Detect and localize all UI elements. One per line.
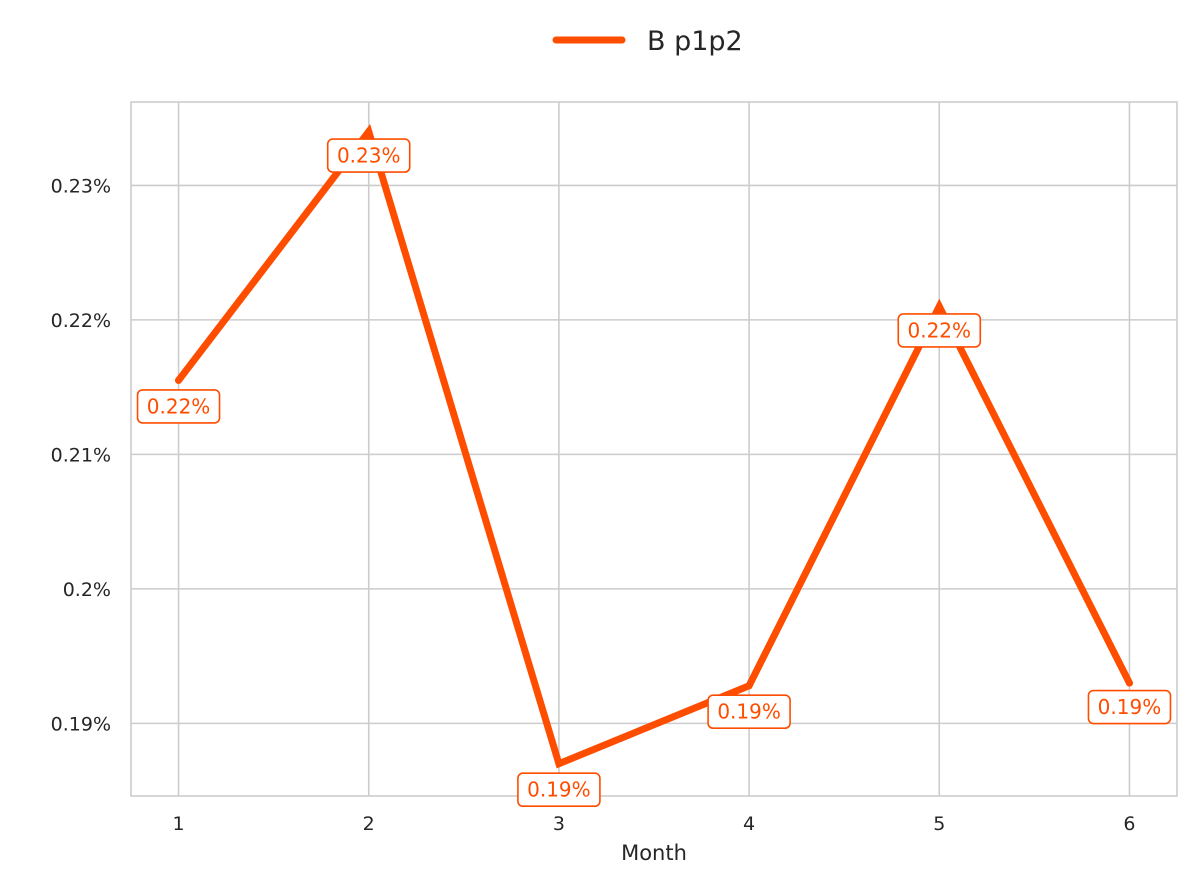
x-axis-title: Month bbox=[621, 841, 687, 865]
data-label-box bbox=[136, 389, 221, 424]
x-tick-label: 6 bbox=[1123, 813, 1135, 835]
data-label-text: 0.22% bbox=[907, 318, 971, 342]
y-tick-label: 0.23% bbox=[51, 175, 111, 197]
data-label: 0.19% bbox=[1087, 689, 1172, 725]
data-label-text: 0.22% bbox=[147, 394, 211, 418]
x-tick-label: 4 bbox=[743, 813, 755, 835]
data-label-box bbox=[897, 313, 982, 348]
data-point bbox=[1125, 679, 1133, 687]
x-tick-label: 5 bbox=[933, 813, 945, 835]
legend-label: B p1p2 bbox=[647, 26, 743, 57]
data-point bbox=[555, 760, 563, 768]
grid-lines bbox=[131, 102, 1177, 796]
data-label-box bbox=[326, 138, 411, 173]
data-label: 0.23% bbox=[326, 138, 411, 173]
y-tick-label: 0.2% bbox=[63, 579, 111, 601]
data-label-box bbox=[707, 694, 791, 730]
x-axis-ticks: 1 2 3 4 5 6 bbox=[172, 813, 1135, 835]
x-tick-label: 1 bbox=[172, 813, 184, 835]
series-line bbox=[175, 124, 1133, 769]
x-tick-label: 3 bbox=[553, 813, 565, 835]
data-label: 0.19% bbox=[517, 772, 601, 808]
data-label-text: 0.19% bbox=[1098, 695, 1162, 719]
x-tick-label: 2 bbox=[363, 813, 375, 835]
data-label: 0.22% bbox=[897, 313, 982, 348]
data-point bbox=[175, 376, 183, 384]
y-tick-label: 0.21% bbox=[51, 444, 111, 466]
y-tick-label: 0.22% bbox=[51, 310, 111, 332]
data-label-box bbox=[1087, 689, 1172, 725]
data-label-text: 0.23% bbox=[337, 144, 401, 168]
data-label: 0.22% bbox=[136, 389, 221, 424]
plot-area-frame bbox=[130, 101, 1178, 797]
legend: B p1p2 bbox=[552, 26, 743, 57]
data-point bbox=[935, 302, 943, 310]
data-label-text: 0.19% bbox=[717, 700, 781, 724]
y-tick-label: 0.19% bbox=[51, 713, 111, 735]
data-point bbox=[745, 682, 753, 690]
data-point bbox=[365, 128, 373, 136]
data-label: 0.19% bbox=[707, 694, 791, 730]
data-labels: 0.22% 0.23% 0.19% 0.19% 0.22% 0.19% bbox=[136, 138, 1172, 808]
series-lines bbox=[175, 124, 1133, 769]
data-label-box bbox=[517, 772, 601, 808]
data-label-text: 0.19% bbox=[527, 778, 591, 802]
y-axis-ticks: 0.19% 0.2% 0.21% 0.22% 0.23% bbox=[51, 175, 111, 735]
